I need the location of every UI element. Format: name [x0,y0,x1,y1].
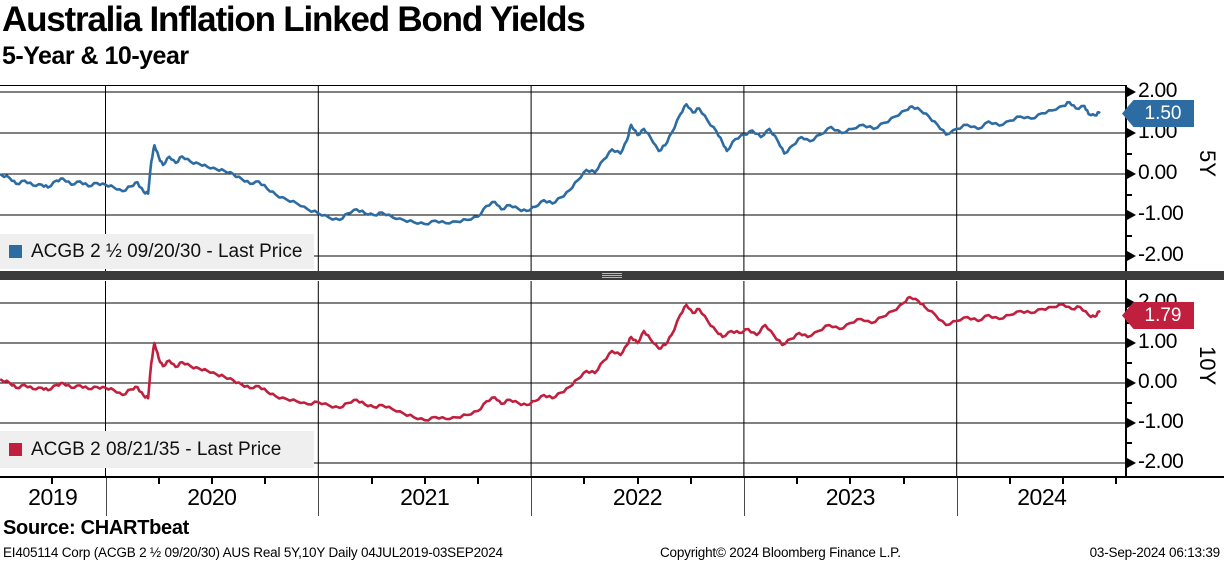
legend-swatch-5y-icon [9,245,22,258]
x-axis-quarter-tick [264,478,267,484]
y-axis-label-10y: 0.00 [1138,370,1177,393]
y-axis-minor-tick-10y [1127,362,1132,364]
y-axis-tick-10y [1127,338,1136,348]
x-axis-quarter-tick [423,478,426,484]
x-axis-quarter-tick [51,478,54,484]
x-axis-year-label: 2020 [187,484,237,510]
footer-copyright: Copyright© 2024 Bloomberg Finance L.P. [660,545,901,560]
y-axis-label-10y: -1.00 [1138,410,1184,433]
x-axis-quarter-tick [902,478,905,484]
y-axis-tick-5y [1127,210,1136,220]
page-subtitle: 5-Year & 10-year [2,42,189,70]
panel-axis-label-5y: 5Y [1195,150,1220,177]
page-title: Australia Inflation Linked Bond Yields [2,0,586,39]
x-axis-quarter-tick [476,478,479,484]
y-axis-minor-tick-5y [1127,152,1132,155]
x-axis-quarter-tick [796,478,799,484]
y-axis-tick-10y [1127,378,1136,388]
panel-axis-label-10y: 10Y [1195,346,1220,386]
last-price-10y: 1.79 [1144,304,1182,326]
legend-10y: ACGB 2 08/21/35 - Last Price [0,431,314,468]
chart-panel-10y [0,281,1127,478]
y-axis-label-10y: -2.00 [1138,450,1184,473]
x-axis-quarter-tick [636,478,639,484]
x-axis-year-divider [318,478,320,516]
last-price-badge-10y: 1.79 [1122,302,1194,329]
x-axis-year-divider [105,478,107,516]
y-axis-label-5y: 0.00 [1138,161,1177,184]
x-axis-year-divider [531,478,533,516]
x-axis-year-divider [956,478,958,516]
y-axis-tick-10y [1127,418,1136,428]
x-axis-year-label: 2022 [612,484,663,510]
x-axis-line [0,476,1224,478]
x-axis-quarter-tick [1008,478,1011,484]
x-axis-year-label: 2023 [825,484,876,510]
legend-10y-label: ACGB 2 08/21/35 - Last Price [31,438,282,460]
y-axis-tick-5y [1127,87,1136,97]
panel-splitter[interactable] [0,271,1224,280]
x-axis-quarter-tick [583,478,586,484]
y-axis-tick-10y [1127,458,1136,468]
x-axis-year-label: 2024 [1017,484,1067,510]
x-axis-year-divider [743,478,745,516]
x-axis-year-label: 2021 [400,484,450,510]
footer-security-info: EI405114 Corp (ACGB 2 ½ 09/20/30) AUS Re… [3,545,503,560]
last-price-5y: 1.50 [1144,102,1182,124]
right-axis-line [1125,85,1127,478]
x-axis-year-label: 2019 [28,484,78,510]
y-axis-minor-tick-10y [1127,402,1132,404]
legend-5y: ACGB 2 ½ 09/20/30 - Last Price [0,234,314,269]
x-axis-quarter-tick [689,478,692,484]
y-axis-label-10y: 1.00 [1138,330,1177,353]
last-price-badge-5y: 1.50 [1122,100,1194,127]
splitter-grip-icon[interactable] [602,273,622,278]
y-axis-tick-5y [1127,251,1136,261]
source-label: Source: CHARTbeat [3,517,190,539]
x-axis-quarter-tick [210,478,213,484]
y-axis-minor-tick-5y [1127,193,1132,196]
y-axis-label-5y: -1.00 [1138,202,1184,225]
y-axis-tick-5y [1127,128,1136,138]
y-axis-label-5y: 2.00 [1138,79,1177,102]
x-axis-quarter-tick [370,478,373,484]
x-axis-quarter-tick [849,478,852,484]
y-axis-minor-tick-5y [1127,234,1132,237]
y-axis-minor-tick-10y [1127,442,1132,444]
x-axis-quarter-tick [157,478,160,484]
y-axis-label-5y: -2.00 [1138,243,1184,266]
x-axis-quarter-tick [1115,478,1118,484]
y-axis-tick-5y [1127,169,1136,179]
legend-swatch-10y-icon [9,443,22,456]
y-axis-tick-10y [1127,298,1136,308]
legend-5y-label: ACGB 2 ½ 09/20/30 - Last Price [31,240,303,262]
x-axis-quarter-tick [1062,478,1065,484]
footer-timestamp: 03-Sep-2024 06:13:39 [1089,545,1221,560]
